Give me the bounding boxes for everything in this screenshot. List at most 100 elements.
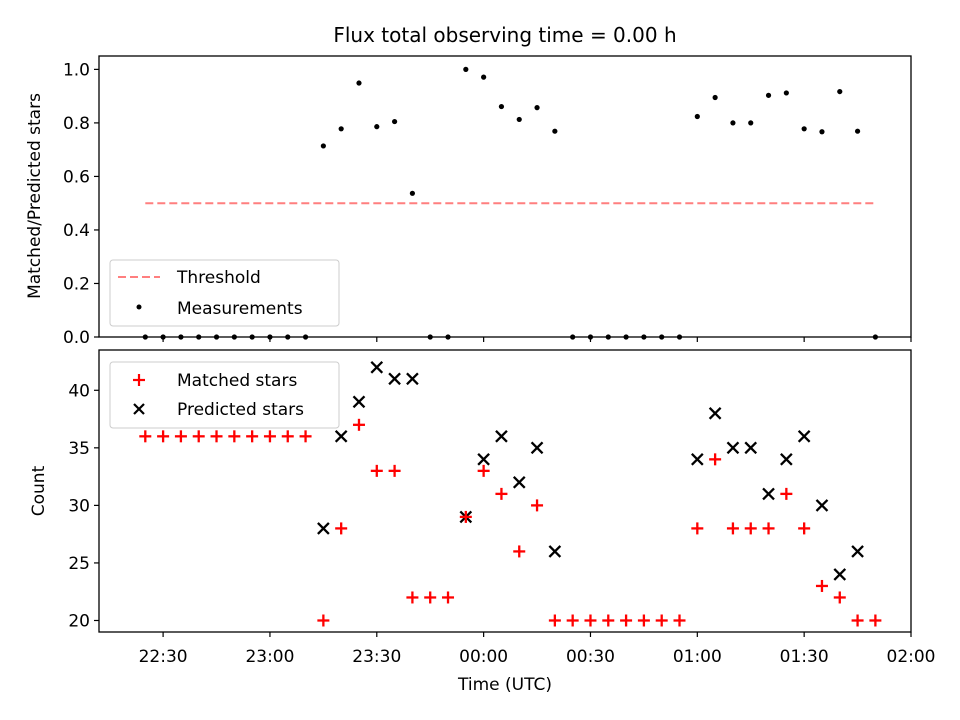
matched-star-marker: [228, 430, 241, 443]
matched-star-marker: [406, 591, 419, 604]
matched-star-marker: [833, 591, 846, 604]
matched-star-marker: [851, 614, 864, 627]
top-y-ticks: 0.0 0.2 0.4 0.6 0.8 1.0: [63, 60, 99, 348]
matched-star-marker: [246, 430, 259, 443]
matched-star-marker: [174, 430, 187, 443]
top-y-axis-label: Matched/Predicted stars: [25, 93, 45, 299]
matched-star-marker: [192, 430, 205, 443]
measurement-point: [748, 120, 754, 126]
matched-star-marker: [388, 464, 401, 477]
measurement-point: [481, 74, 487, 80]
measurement-point: [819, 129, 825, 135]
matched-star-marker: [709, 453, 722, 466]
measurement-point: [712, 94, 718, 101]
top-y-tick-label: 0.0: [63, 328, 90, 348]
x-tick-label: 00:00: [459, 647, 508, 667]
matched-star-marker: [513, 545, 526, 558]
matched-star-marker: [317, 614, 330, 627]
measurement-point: [552, 128, 558, 134]
top-y-tick-label: 0.2: [63, 274, 90, 294]
matched-star-marker: [281, 430, 294, 443]
measurement-point: [534, 105, 540, 111]
bottom-y-tick-label: 20: [68, 611, 90, 631]
top-axes-frame: [98, 55, 912, 338]
matched-star-marker: [691, 522, 704, 535]
matched-star-marker: [335, 522, 348, 535]
measurement-point: [694, 113, 700, 120]
matched-star-marker: [477, 464, 490, 477]
top-y-tick-label: 1.0: [63, 60, 90, 80]
matched-star-marker: [263, 430, 276, 443]
matched-star-marker: [637, 614, 650, 627]
x-tick-label: 00:30: [566, 647, 615, 667]
matched-star-marker: [548, 614, 561, 627]
bottom-x-ticks: 22:30 23:00 23:30 00:00 00:30 01:00 01:30 02:00: [139, 632, 936, 667]
matched-star-marker: [584, 614, 597, 627]
matched-star-marker: [815, 579, 828, 592]
top-panel: 0.0 0.2 0.4 0.6 0.8 1.0 Matched/Predicted sta…: [25, 55, 912, 348]
bottom-y-tick-label: 25: [68, 554, 90, 574]
measurement-point: [765, 92, 772, 98]
measurement-point: [854, 128, 861, 134]
top-legend: Threshold Measurements: [109, 259, 340, 327]
matched-star-marker: [210, 430, 223, 443]
legend-measurements-swatch: [136, 304, 142, 310]
x-tick-label: 23:00: [245, 647, 294, 667]
measurement-point: [338, 126, 344, 132]
x-tick-label: 02:00: [887, 647, 936, 667]
measurement-point: [498, 103, 505, 110]
matched-star-marker: [620, 614, 633, 627]
matched-star-marker: [602, 614, 615, 627]
legend-measurements-label: Measurements: [177, 299, 303, 319]
matched-star-marker: [495, 487, 508, 500]
x-tick-label: 23:30: [352, 647, 401, 667]
bottom-y-tick-label: 40: [68, 381, 90, 401]
predicted-star-marker: [797, 430, 811, 443]
predicted-star-marker: [352, 395, 366, 409]
top-legend-box: [109, 259, 340, 327]
predicted-star-marker: [851, 545, 864, 558]
top-y-tick-label: 0.6: [63, 167, 90, 187]
matched-star-marker: [780, 487, 793, 500]
legend-predicted-label: Predicted stars: [177, 400, 304, 420]
matched-star-marker: [157, 430, 170, 443]
predicted-star-marker: [762, 487, 775, 501]
measurement-point: [356, 80, 362, 86]
predicted-star-marker: [406, 372, 419, 386]
x-tick-label: 01:00: [673, 647, 722, 667]
top-y-tick-label: 0.4: [63, 221, 90, 241]
x-tick-label: 22:30: [139, 647, 188, 667]
legend-predicted-swatch: [133, 403, 145, 415]
predicted-star-marker: [708, 406, 722, 420]
bottom-y-axis-label: Count: [29, 465, 49, 516]
predicted-star-marker: [530, 441, 544, 455]
predicted-star-marker: [780, 453, 793, 466]
matched-star-marker: [762, 522, 775, 535]
matched-star-marker: [744, 522, 757, 535]
measurement-point: [409, 190, 416, 196]
measurement-point: [730, 120, 736, 126]
measurement-point: [801, 126, 807, 132]
predicted-star-marker: [744, 441, 758, 455]
measurement-point: [463, 66, 469, 72]
measurement-point: [516, 116, 522, 123]
bottom-legend-box: [109, 361, 340, 429]
bottom-axes-frame: [98, 349, 912, 633]
bottom-panel: 20 25 30 35 40 22:30 23:00 23:30 00:00 00:30 01:0…: [29, 349, 936, 695]
matched-star-marker: [566, 614, 579, 627]
bottom-y-ticks: 20 25 30 35 40: [68, 381, 99, 631]
matched-star-marker: [299, 430, 312, 443]
matched-star-marker: [139, 430, 152, 443]
predicted-star-marker: [317, 522, 330, 535]
matched-star-marker: [655, 614, 668, 627]
matched-star-marker: [370, 464, 383, 477]
legend-matched-label: Matched stars: [177, 371, 297, 391]
predicted-star-marker: [512, 476, 526, 489]
predicted-star-marker: [370, 360, 384, 374]
chart-title: Flux total observing time = 0.00 h: [333, 23, 676, 47]
predicted-star-marker: [477, 453, 490, 466]
predicted-star-marker: [334, 430, 348, 443]
predicted-star-marker: [548, 545, 562, 558]
matched-star-marker: [352, 418, 365, 431]
